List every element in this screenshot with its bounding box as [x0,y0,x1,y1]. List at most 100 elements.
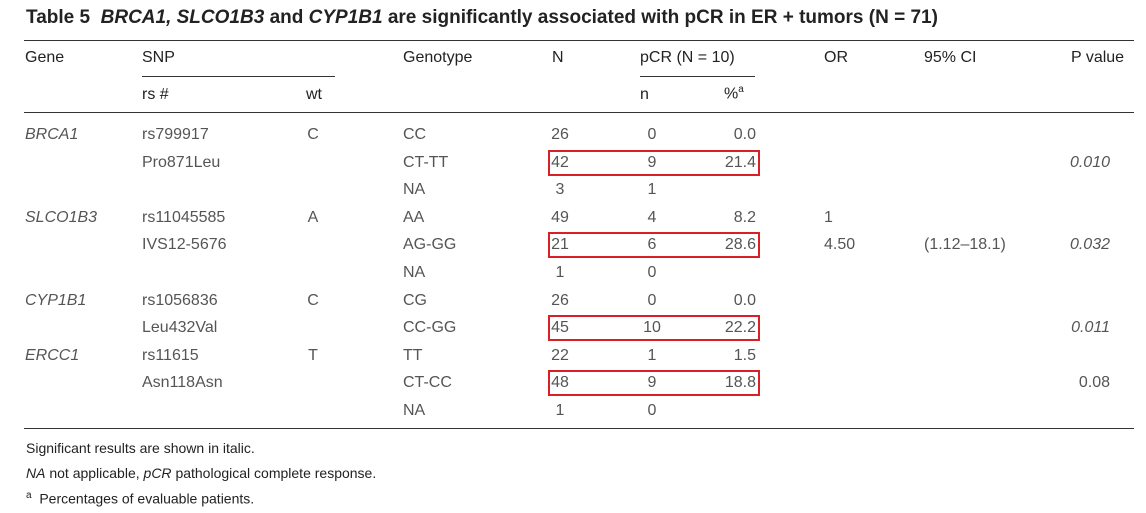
cell-snp: rs11045585 [142,208,226,226]
cell-pcr-pct: 0.0 [733,291,756,309]
snp-subrule [142,76,335,77]
cell-n: 21 [551,236,569,254]
header-gene: Gene [25,49,65,66]
table-title: Table 5 BRCA1, SLCO1B3 and CYP1B1 are si… [26,7,938,29]
cell-pcr-pct: 0.0 [733,126,756,143]
top-rule [24,40,1134,41]
cell-or: 1 [824,208,833,226]
cell-pcr-n: 4 [647,208,657,226]
footnote-a: a Percentages of evaluable patients. [26,490,254,507]
highlight-box [548,232,760,259]
header-n: N [552,49,564,66]
header-p-value: P value [1071,49,1125,66]
title-gene3: CYP1B1 [308,7,383,28]
cell-genotype: CG [403,291,427,309]
cell-p-value: 0.032 [1069,236,1110,254]
cell-genotype: NA [403,402,426,419]
cell-genotype: CC [403,126,427,143]
header-pct-label: % [724,85,739,103]
cell-n: 1 [555,264,565,281]
table-label: Table 5 [26,7,91,28]
bottom-rule [24,428,1134,429]
cell-n: 1 [555,402,565,419]
cell-genotype: CT-TT [403,153,449,171]
header-pcr-pct: %a [724,84,744,103]
cell-pcr-pct: 21.4 [724,153,756,171]
cell-genotype: CT-CC [403,374,452,392]
title-genes: BRCA1, SLCO1B3 [100,7,265,28]
cell-pcr-pct: 8.2 [733,208,756,226]
header-ci: 95% CI [924,49,977,66]
cell-pcr-n: 0 [647,291,657,309]
footnote-pcr-abbr: pCR [143,465,172,481]
cell-snp: Leu432Val [142,319,218,337]
cell-p-value: 0.011 [1071,319,1110,337]
highlight-box [548,370,760,397]
header-pcr: pCR (N = 10) [640,49,735,66]
cell-pcr-n: 9 [647,153,657,171]
cell-gene: SLCO1B3 [25,208,98,226]
cell-n: 48 [551,374,569,392]
cell-snp: IVS12-5676 [142,236,227,254]
header-genotype: Genotype [403,49,473,66]
cell-n: 42 [551,153,569,171]
cell-n: 45 [551,319,569,337]
cell-n: 49 [551,208,569,226]
highlight-box [548,315,760,342]
footnote-abbreviations: NA not applicable, pCR pathological comp… [26,465,376,481]
header-bottom-rule [24,112,1134,113]
footnote-significance: Significant results are shown in italic. [26,440,255,456]
cell-genotype: AG-GG [403,236,457,254]
cell-pcr-pct: 18.8 [724,374,756,392]
cell-p-value: 0.010 [1069,153,1110,171]
cell-genotype: NA [403,181,426,199]
cell-genotype: TT [403,346,423,364]
cell-pcr-pct: 22.2 [724,319,756,337]
cell-wt: C [307,291,319,309]
title-and: and [269,7,304,28]
header-wt: wt [306,86,322,103]
cell-pcr-n: 0 [647,126,657,143]
cell-gene: CYP1B1 [25,291,87,309]
cell-snp: rs11615 [142,346,199,364]
cell-pcr-n: 0 [647,264,657,281]
cell-pcr-pct: 28.6 [724,236,756,254]
header-rs: rs # [142,86,169,103]
header-or: OR [824,49,848,66]
footnote-na-abbr: NA [26,465,46,481]
cell-pcr-n: 1 [647,346,657,364]
header-pcr-n: n [640,86,649,103]
cell-pcr-n: 6 [647,236,657,254]
cell-pcr-n: 9 [647,374,657,392]
header-pct-sup: a [738,84,744,95]
cell-p-value: 0.08 [1078,374,1110,392]
cell-snp: Pro871Leu [142,153,221,171]
cell-snp: rs799917 [142,126,209,143]
cell-pcr-n: 10 [643,319,661,337]
cell-genotype: NA [403,264,426,281]
cell-wt: T [308,346,318,364]
cell-or: 4.50 [824,236,856,254]
cell-wt: A [307,208,319,226]
cell-snp: rs1056836 [142,291,218,309]
footnote-na-text: not applicable, [49,465,140,481]
highlight-box [548,149,760,176]
header-snp: SNP [142,49,175,66]
cell-snp: Asn118Asn [142,374,223,392]
pcr-subrule [640,76,755,77]
footnote-a-text: Percentages of evaluable patients. [39,490,255,507]
cell-n: 3 [555,181,565,199]
title-rest: are significantly associated with pCR in… [387,7,938,28]
footnote-pcr-text: pathological complete response. [175,465,377,481]
cell-wt: C [307,126,319,143]
cell-pcr-n: 1 [647,181,657,199]
cell-genotype: AA [403,208,425,226]
cell-gene: BRCA1 [25,126,79,143]
cell-n: 22 [551,346,569,364]
cell-pcr-pct: 1.5 [733,346,756,364]
cell-ci: (1.12–18.1) [924,236,1006,254]
cell-genotype: CC-GG [403,319,457,337]
cell-n: 26 [551,291,569,309]
cell-pcr-n: 0 [647,402,657,419]
footnote-a-mark: a [26,490,32,501]
